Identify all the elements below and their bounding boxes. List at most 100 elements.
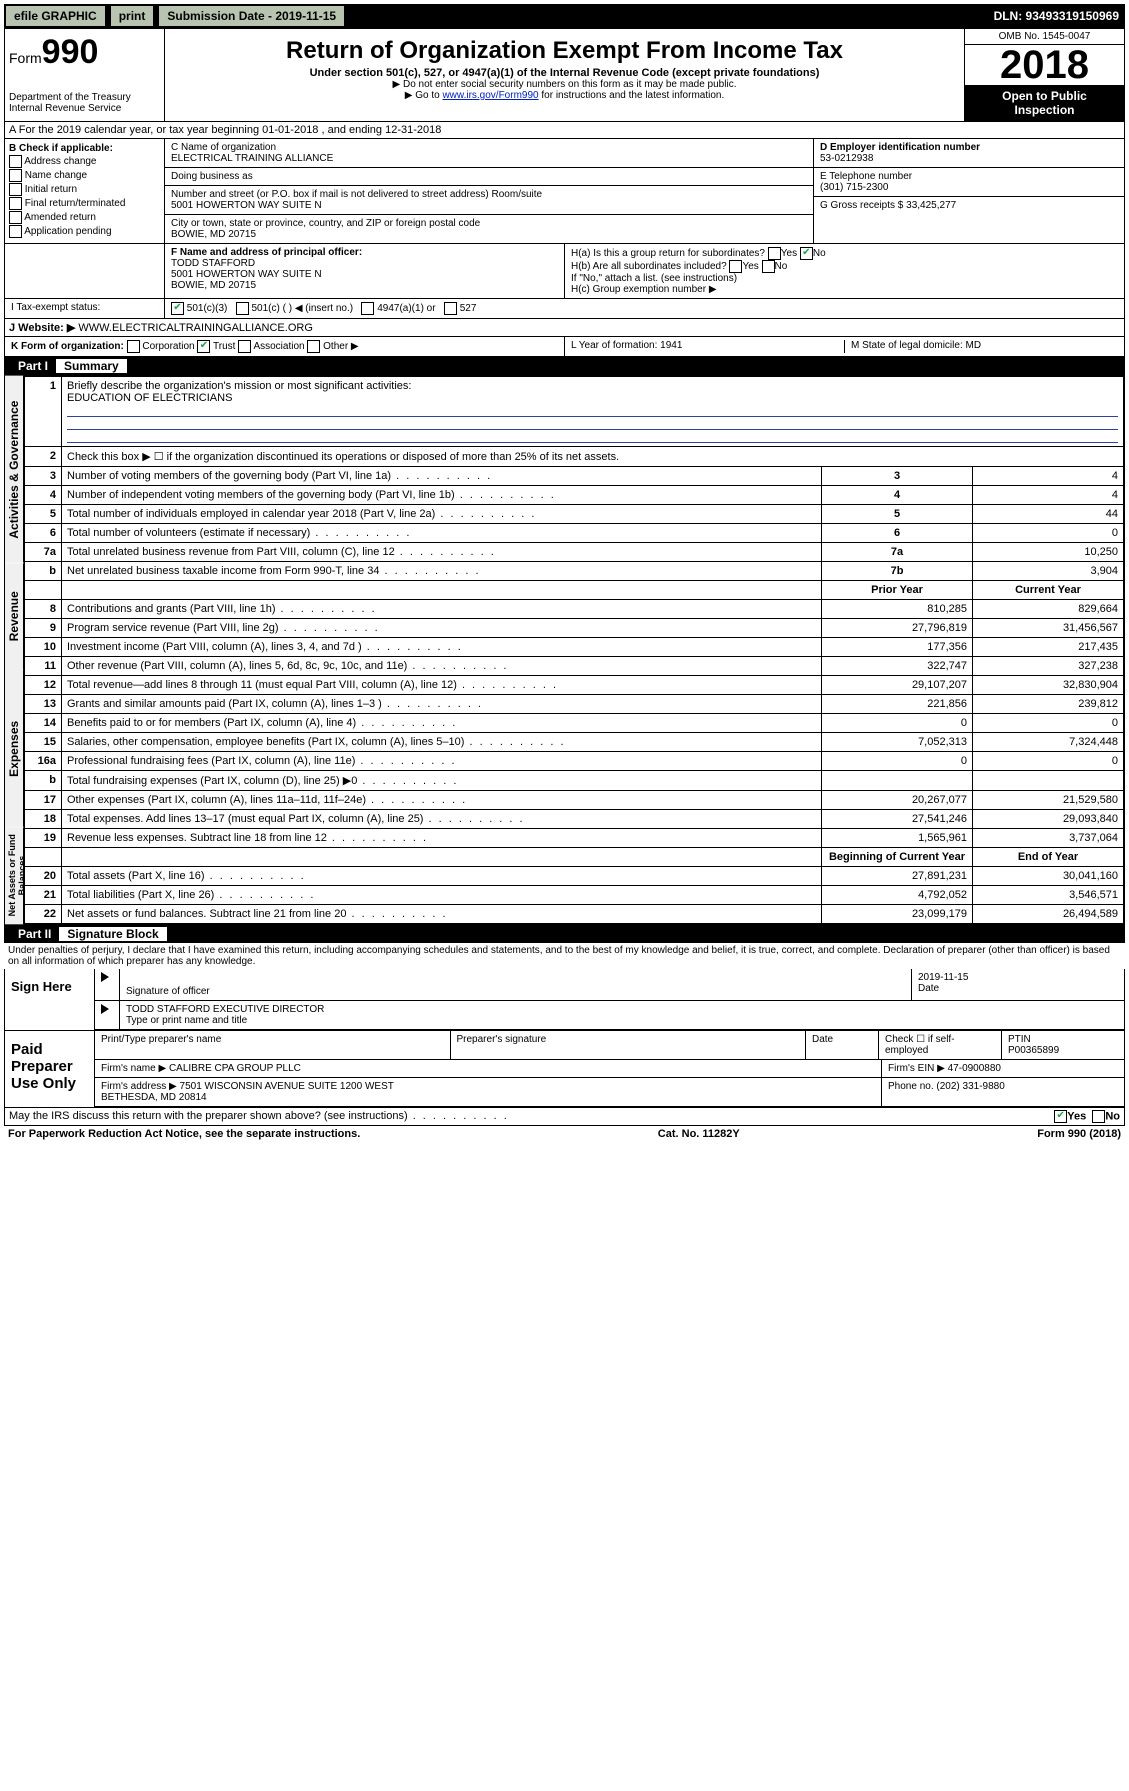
col-eoy: End of Year (973, 848, 1124, 867)
no-text3: No (1105, 1110, 1120, 1122)
footer-mid: Cat. No. 11282Y (658, 1128, 740, 1140)
phone-label: Phone no. (888, 1081, 934, 1092)
col-current-year: Current Year (973, 581, 1124, 600)
trust-checkbox[interactable] (197, 340, 210, 353)
q1-label: Briefly describe the organization's miss… (67, 380, 1118, 392)
discuss-no-checkbox[interactable] (1092, 1110, 1105, 1123)
boxb-item[interactable]: Address change (9, 155, 160, 168)
ha-no-checkbox[interactable] (800, 247, 813, 260)
row-k: K Form of organization: Corporation Trus… (4, 337, 1125, 357)
officer-printed-name: TODD STAFFORD EXECUTIVE DIRECTOR (126, 1004, 1118, 1015)
irs-link[interactable]: www.irs.gov/Form990 (442, 90, 538, 101)
form-number: Form990 (9, 33, 160, 72)
opt-501c3: 501(c)(3) (187, 303, 228, 314)
col-boy: Beginning of Current Year (822, 848, 973, 867)
arrow-icon (101, 972, 109, 982)
boxb-item[interactable]: Initial return (9, 183, 160, 196)
4947-checkbox[interactable] (361, 302, 374, 315)
opt-527: 527 (460, 303, 477, 314)
blueline (67, 404, 1118, 417)
row-i: I Tax-exempt status: 501(c)(3) 501(c) ( … (4, 299, 1125, 319)
open-public-badge: Open to Public Inspection (965, 85, 1124, 121)
opt-501c: 501(c) ( ) ◀ (insert no.) (251, 303, 353, 314)
box-c: C Name of organization ELECTRICAL TRAINI… (165, 139, 814, 243)
name-label: C Name of organization (171, 142, 807, 153)
part1-title: Summary (56, 359, 127, 373)
blueline (67, 430, 1118, 443)
sign-here-label: Sign Here (5, 969, 95, 1030)
ptin-label: PTIN (1008, 1034, 1118, 1045)
boxb-item[interactable]: Name change (9, 169, 160, 182)
table-row: 5Total number of individuals employed in… (25, 505, 1124, 524)
discuss-text: May the IRS discuss this return with the… (9, 1110, 1054, 1123)
boxb-item[interactable]: Final return/terminated (9, 197, 160, 210)
form-990-number: 990 (42, 33, 99, 71)
ha-yes-checkbox[interactable] (768, 247, 781, 260)
table-row: 20Total assets (Part X, line 16)27,891,2… (25, 867, 1124, 886)
other-checkbox[interactable] (307, 340, 320, 353)
print-button[interactable]: print (111, 6, 154, 26)
assoc-checkbox[interactable] (238, 340, 251, 353)
col-prior-year: Prior Year (822, 581, 973, 600)
yes-text2: Yes (742, 261, 758, 272)
officer-addr1: 5001 HOWERTON WAY SUITE N (171, 269, 558, 280)
efile-button[interactable]: efile GRAPHIC (6, 6, 105, 26)
vtab-netassets: Net Assets or Fund Balances (5, 827, 24, 924)
table-row: 4Number of independent voting members of… (25, 486, 1124, 505)
opt-corp: Corporation (142, 341, 194, 352)
corp-checkbox[interactable] (127, 340, 140, 353)
submission-date-label: Submission Date - 2019-11-15 (159, 6, 344, 26)
city-label: City or town, state or province, country… (171, 218, 807, 229)
form-word: Form (9, 50, 42, 66)
table-row: 22Net assets or fund balances. Subtract … (25, 905, 1124, 924)
501c3-checkbox[interactable] (171, 302, 184, 315)
table-row: 15Salaries, other compensation, employee… (25, 733, 1124, 752)
ptin-value: P00365899 (1008, 1045, 1118, 1056)
ha-label: H(a) Is this a group return for subordin… (571, 248, 765, 259)
yes-text: Yes (781, 248, 797, 259)
table-row: bNet unrelated business taxable income f… (25, 562, 1124, 581)
prep-date-header: Date (806, 1031, 879, 1059)
q1-value: EDUCATION OF ELECTRICIANS (67, 392, 1118, 404)
table-row: 13Grants and similar amounts paid (Part … (25, 695, 1124, 714)
goto-note: ▶ Go to www.irs.gov/Form990 for instruct… (175, 90, 954, 101)
ssn-note: ▶ Do not enter social security numbers o… (175, 79, 954, 90)
sig-date: 2019-11-15 (918, 972, 1118, 983)
boxb-item[interactable]: Application pending (9, 225, 160, 238)
website-value: WWW.ELECTRICALTRAININGALLIANCE.ORG (78, 322, 313, 334)
website-label: J Website: ▶ (9, 322, 75, 334)
box-b-label: B Check if applicable: (9, 143, 160, 154)
org-address: 5001 HOWERTON WAY SUITE N (171, 200, 807, 211)
form-title: Return of Organization Exempt From Incom… (175, 37, 954, 65)
discuss-row: May the IRS discuss this return with the… (4, 1108, 1125, 1126)
ein-label: D Employer identification number (820, 142, 1118, 153)
addr-label: Number and street (or P.O. box if mail i… (171, 189, 807, 200)
part1-num: Part I (10, 359, 56, 373)
dba-label: Doing business as (165, 168, 813, 186)
part1-header: Part I Summary (4, 357, 1125, 375)
hb-no-checkbox[interactable] (762, 260, 775, 273)
boxb-item[interactable]: Amended return (9, 211, 160, 224)
blueline (67, 417, 1118, 430)
527-checkbox[interactable] (444, 302, 457, 315)
hb-row: H(b) Are all subordinates included? Yes … (571, 260, 1118, 273)
prep-name-header: Print/Type preparer's name (95, 1031, 451, 1059)
form-header: Form990 Department of the Treasury Inter… (4, 28, 1125, 122)
paid-preparer-block: Paid Preparer Use Only Print/Type prepar… (4, 1031, 1125, 1108)
501c-checkbox[interactable] (236, 302, 249, 315)
form-org-label: K Form of organization: (11, 341, 124, 352)
vtab-activities: Activities & Governance (5, 376, 24, 563)
discuss-yes-checkbox[interactable] (1054, 1110, 1067, 1123)
officer-addr2: BOWIE, MD 20715 (171, 280, 558, 291)
row-a-period: A For the 2019 calendar year, or tax yea… (4, 122, 1125, 139)
box-d: D Employer identification number 53-0212… (814, 139, 1124, 243)
opt-trust: Trust (213, 341, 235, 352)
paid-preparer-label: Paid Preparer Use Only (5, 1031, 95, 1107)
hb-yes-checkbox[interactable] (729, 260, 742, 273)
goto-post: for instructions and the latest informat… (539, 90, 725, 101)
sign-here-block: Sign Here Signature of officer 2019-11-1… (4, 969, 1125, 1031)
table-row: bTotal fundraising expenses (Part IX, co… (25, 771, 1124, 791)
dept-treasury: Department of the Treasury Internal Reve… (9, 92, 160, 114)
ein-value: 53-0212938 (820, 153, 1118, 164)
table-row: 8Contributions and grants (Part VIII, li… (25, 600, 1124, 619)
